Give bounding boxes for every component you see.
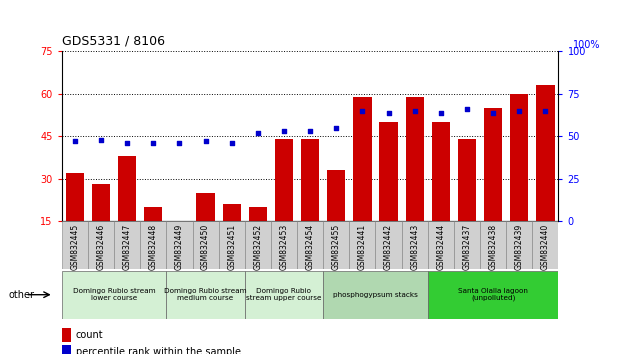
Bar	[114, 221, 140, 269]
Text: Santa Olalla lagoon
(unpolluted): Santa Olalla lagoon (unpolluted)	[458, 288, 528, 302]
Point	[96, 137, 106, 143]
Bar	[271, 221, 297, 269]
Bar	[62, 345, 71, 354]
Bar	[506, 221, 533, 269]
Text: GSM832445: GSM832445	[71, 224, 80, 270]
Point	[174, 140, 184, 146]
Text: Domingo Rubio stream
medium course: Domingo Rubio stream medium course	[164, 288, 247, 301]
Bar	[219, 221, 245, 269]
Bar	[484, 108, 502, 264]
Bar	[350, 221, 375, 269]
Bar	[428, 221, 454, 269]
Text: GSM832448: GSM832448	[149, 224, 158, 270]
Bar	[118, 156, 136, 264]
Bar	[533, 221, 558, 269]
Text: GSM832446: GSM832446	[97, 224, 105, 270]
Bar	[245, 221, 271, 269]
Text: GSM832449: GSM832449	[175, 224, 184, 270]
Bar	[245, 271, 323, 319]
Text: GSM832444: GSM832444	[436, 224, 445, 270]
Bar	[88, 221, 114, 269]
Text: GSM832453: GSM832453	[280, 224, 288, 270]
Point	[201, 138, 211, 144]
Text: GSM832439: GSM832439	[515, 224, 524, 270]
Bar	[510, 94, 528, 264]
Point	[384, 110, 394, 115]
Point	[279, 129, 289, 134]
Bar	[323, 221, 350, 269]
Text: GSM832454: GSM832454	[305, 224, 315, 270]
Bar	[454, 221, 480, 269]
Text: GSM832440: GSM832440	[541, 224, 550, 270]
Bar	[62, 271, 167, 319]
Point	[540, 108, 550, 114]
Bar	[353, 97, 372, 264]
Text: 100%: 100%	[574, 40, 601, 50]
Text: GDS5331 / 8106: GDS5331 / 8106	[62, 35, 165, 48]
Bar	[66, 173, 84, 264]
Bar	[536, 85, 555, 264]
Text: GSM832450: GSM832450	[201, 224, 210, 270]
Point	[357, 108, 367, 114]
Point	[148, 140, 158, 146]
Point	[70, 138, 80, 144]
Bar	[301, 139, 319, 264]
Bar	[167, 271, 245, 319]
Point	[514, 108, 524, 114]
Bar	[196, 193, 215, 264]
Point	[227, 140, 237, 146]
Bar	[275, 139, 293, 264]
Bar	[249, 207, 267, 264]
Bar	[323, 271, 428, 319]
Bar	[170, 221, 189, 264]
Bar	[375, 221, 401, 269]
Bar	[458, 139, 476, 264]
Bar	[428, 271, 558, 319]
Text: GSM832442: GSM832442	[384, 224, 393, 270]
Text: percentile rank within the sample: percentile rank within the sample	[76, 347, 240, 354]
Text: count: count	[76, 330, 103, 340]
Point	[462, 106, 472, 112]
Text: Domingo Rubio
stream upper course: Domingo Rubio stream upper course	[246, 288, 322, 301]
Bar	[144, 207, 162, 264]
Point	[410, 108, 420, 114]
Text: GSM832441: GSM832441	[358, 224, 367, 270]
Bar	[62, 328, 71, 342]
Text: phosphogypsum stacks: phosphogypsum stacks	[333, 292, 418, 298]
Bar	[297, 221, 323, 269]
Bar	[167, 221, 192, 269]
Text: Domingo Rubio stream
lower course: Domingo Rubio stream lower course	[73, 288, 155, 301]
Bar	[401, 221, 428, 269]
Bar	[432, 122, 450, 264]
Point	[122, 140, 133, 146]
Bar	[192, 221, 219, 269]
Point	[331, 125, 341, 131]
Text: GSM832455: GSM832455	[332, 224, 341, 270]
Text: GSM832437: GSM832437	[463, 224, 471, 270]
Point	[488, 110, 498, 115]
Bar	[140, 221, 167, 269]
Text: GSM832451: GSM832451	[227, 224, 236, 270]
Text: GSM832447: GSM832447	[122, 224, 132, 270]
Bar	[406, 97, 424, 264]
Bar	[327, 170, 345, 264]
Bar	[379, 122, 398, 264]
Text: GSM832438: GSM832438	[488, 224, 498, 270]
Point	[436, 110, 446, 115]
Point	[253, 130, 263, 136]
Text: GSM832452: GSM832452	[254, 224, 262, 270]
Bar	[62, 221, 88, 269]
Bar	[480, 221, 506, 269]
Point	[305, 129, 316, 134]
Text: GSM832443: GSM832443	[410, 224, 419, 270]
Bar	[92, 184, 110, 264]
Bar	[223, 204, 241, 264]
Text: other: other	[8, 290, 34, 300]
